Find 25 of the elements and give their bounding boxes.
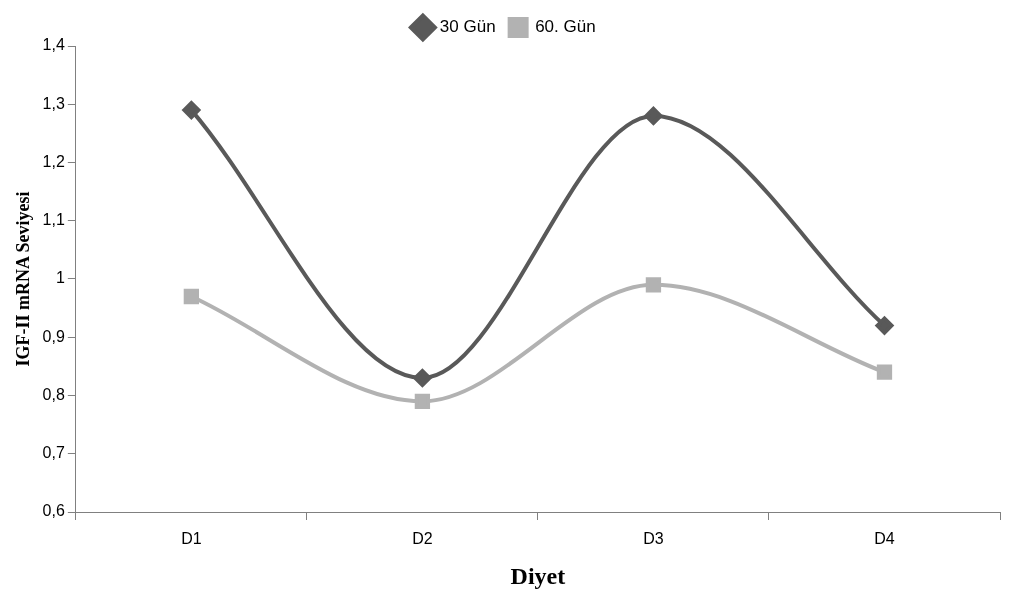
y-tick-label: 0,8 [42, 385, 65, 403]
point [875, 316, 894, 335]
legend-label: 60. Gün [535, 17, 596, 37]
y-axis-title: IGF-II mRNA Seviyesi [13, 191, 34, 367]
x-tick-label: D3 [643, 530, 664, 548]
y-tick-label: 0,9 [42, 327, 65, 345]
x-tick-label: D2 [412, 530, 433, 548]
point [645, 277, 662, 293]
y-tick-label: 0,7 [42, 444, 65, 462]
y-tick-label: 1 [55, 269, 65, 287]
point [413, 369, 432, 388]
y-tick-label: 1,2 [42, 152, 65, 170]
point [414, 393, 431, 409]
x-axis-title: Diyet [510, 562, 566, 589]
legend-label: 30 Gün [439, 17, 496, 37]
point [644, 106, 663, 125]
y-tick-label: 1,1 [42, 211, 65, 229]
point [182, 101, 201, 120]
y-tick-label: 0,6 [42, 502, 65, 520]
point [876, 364, 893, 380]
x-tick-label: D4 [874, 530, 895, 548]
point [183, 288, 200, 305]
x-tick-label: D1 [181, 530, 202, 548]
y-tick-label: 1,4 [42, 36, 65, 54]
y-tick-label: 1,3 [42, 94, 65, 112]
